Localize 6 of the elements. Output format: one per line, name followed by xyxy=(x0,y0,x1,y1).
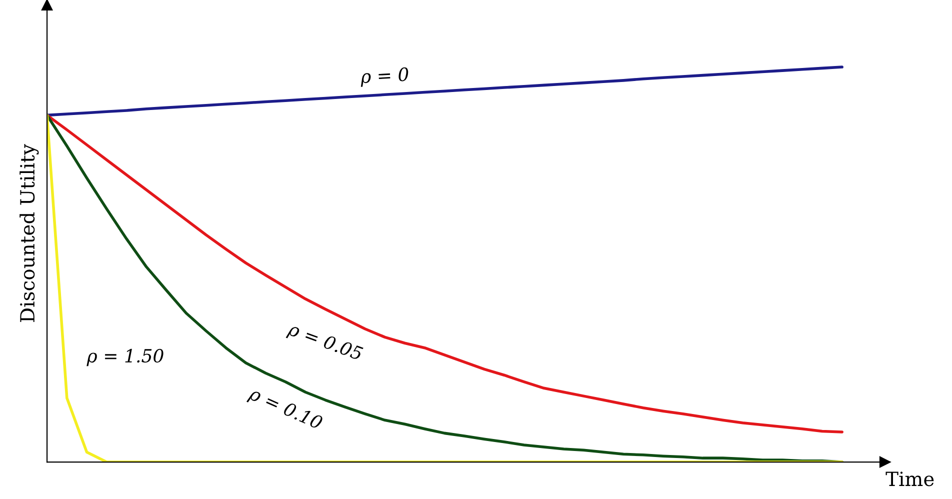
series-label: ρ = 0 xyxy=(360,67,409,87)
text: ρ = 0.10 xyxy=(246,386,324,433)
y-axis-title: Discounted Utility xyxy=(20,144,39,322)
x-axis-title: Time xyxy=(886,472,934,486)
text: ρ = 0.05 xyxy=(286,322,364,364)
series-label: ρ = 1.50 xyxy=(86,348,164,366)
